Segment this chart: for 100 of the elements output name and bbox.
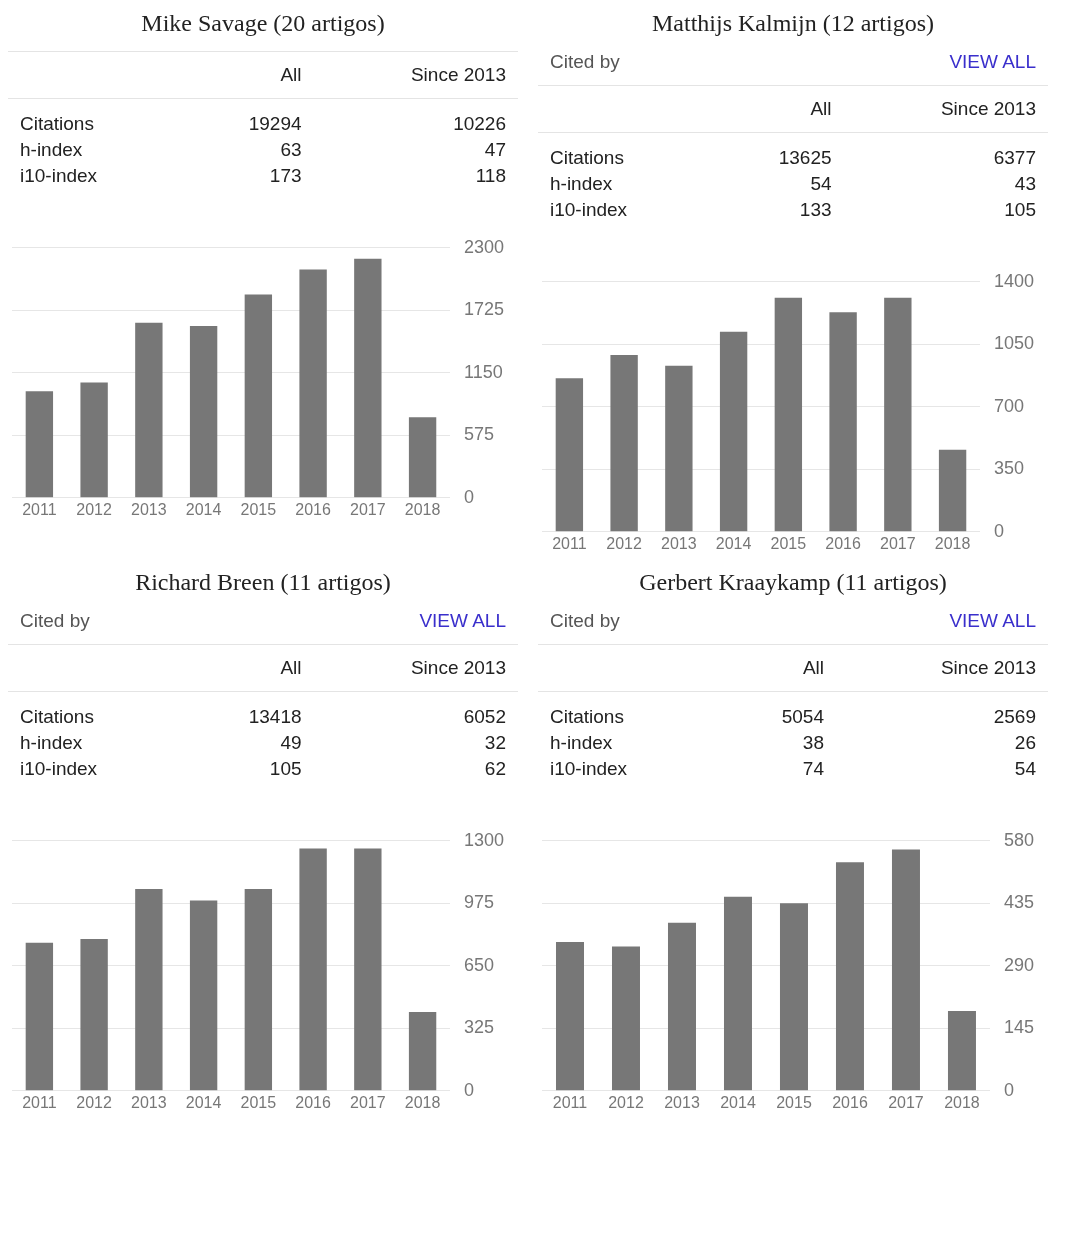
y-tick-label: 1400 bbox=[993, 270, 1034, 291]
text: Cited by bbox=[550, 51, 620, 73]
x-tick-label: 2015 bbox=[240, 1093, 277, 1111]
text: VIEW ALL bbox=[949, 610, 1036, 632]
text: Mike Savage (20 artigos) bbox=[140, 10, 386, 37]
text: 118 bbox=[474, 164, 507, 188]
text: 13418 bbox=[247, 705, 303, 729]
text: VIEW ALL bbox=[949, 51, 1036, 73]
text: i10-index bbox=[19, 164, 99, 188]
x-tick-label: 2016 bbox=[295, 500, 331, 518]
x-tick-label: 2013 bbox=[661, 534, 697, 552]
text: 2569 bbox=[992, 705, 1037, 729]
y-tick-label: 0 bbox=[1003, 1079, 1014, 1100]
text: All bbox=[279, 63, 303, 87]
x-tick-label: 2011 bbox=[552, 1093, 588, 1111]
text: 26 bbox=[1013, 731, 1037, 755]
y-tick-label: 145 bbox=[1003, 1017, 1035, 1038]
x-tick-label: 2016 bbox=[832, 1093, 868, 1111]
text: 5054 bbox=[780, 705, 825, 729]
text: All bbox=[279, 656, 303, 680]
text: h-index bbox=[19, 138, 84, 162]
text: i10-index bbox=[19, 757, 99, 781]
x-tick-label: 2017 bbox=[350, 1093, 386, 1111]
x-tick-label: 2012 bbox=[76, 500, 113, 518]
text: 133 bbox=[798, 198, 833, 222]
x-tick-label: 2011 bbox=[22, 500, 57, 518]
text: 74 bbox=[801, 757, 825, 781]
y-tick-label: 975 bbox=[463, 892, 494, 913]
x-tick-label: 2013 bbox=[131, 1093, 167, 1111]
text: Since 2013 bbox=[409, 63, 507, 87]
text: 19294 bbox=[247, 112, 303, 136]
text: 173 bbox=[268, 164, 303, 188]
x-tick-label: 2017 bbox=[888, 1093, 924, 1111]
text: Matthijs Kalmijn (12 artigos) bbox=[651, 10, 935, 37]
text: Since 2013 bbox=[939, 656, 1037, 680]
x-tick-label: 2014 bbox=[185, 1093, 222, 1111]
x-tick-label: 2014 bbox=[185, 500, 222, 518]
text: Gerbert Kraaykamp (11 artigos) bbox=[638, 569, 948, 596]
y-tick-label: 2300 bbox=[463, 236, 504, 257]
x-tick-label: 2017 bbox=[350, 500, 386, 518]
text: 47 bbox=[483, 138, 507, 162]
y-tick-label: 650 bbox=[463, 954, 494, 975]
x-tick-label: 2018 bbox=[944, 1093, 980, 1111]
text: Richard Breen (11 artigos) bbox=[134, 569, 392, 596]
text: Citations bbox=[549, 705, 625, 729]
text: 105 bbox=[268, 757, 303, 781]
x-tick-label: 2013 bbox=[131, 500, 167, 518]
x-tick-label: 2011 bbox=[552, 534, 587, 552]
text: Since 2013 bbox=[939, 97, 1037, 121]
y-tick-label: 700 bbox=[993, 395, 1024, 416]
y-tick-label: 0 bbox=[463, 1079, 474, 1100]
text: Cited by bbox=[550, 610, 620, 632]
text: i10-index bbox=[549, 198, 629, 222]
x-tick-label: 2012 bbox=[608, 1093, 644, 1111]
text: h-index bbox=[549, 731, 614, 755]
text: h-index bbox=[549, 172, 614, 196]
x-tick-label: 2016 bbox=[295, 1093, 331, 1111]
y-tick-label: 325 bbox=[463, 1017, 494, 1038]
x-tick-label: 2014 bbox=[720, 1093, 756, 1111]
text: 13625 bbox=[777, 146, 833, 170]
text: 63 bbox=[279, 138, 303, 162]
text: 32 bbox=[483, 731, 507, 755]
x-tick-label: 2018 bbox=[934, 534, 971, 552]
y-tick-label: 1300 bbox=[463, 829, 504, 850]
text: 38 bbox=[801, 731, 825, 755]
text: 6377 bbox=[992, 146, 1037, 170]
text: 49 bbox=[279, 731, 303, 755]
text: 54 bbox=[809, 172, 833, 196]
x-tick-label: 2014 bbox=[715, 534, 752, 552]
text: 54 bbox=[1013, 757, 1037, 781]
y-tick-label: 0 bbox=[993, 520, 1004, 541]
x-tick-label: 2016 bbox=[825, 534, 861, 552]
text: Cited by bbox=[20, 610, 90, 632]
text: 43 bbox=[1013, 172, 1037, 196]
text: Citations bbox=[549, 146, 625, 170]
text: All bbox=[809, 97, 833, 121]
x-tick-label: 2015 bbox=[770, 534, 807, 552]
text: Citations bbox=[19, 705, 95, 729]
y-tick-label: 1050 bbox=[993, 333, 1034, 354]
y-tick-label: 350 bbox=[993, 458, 1024, 479]
text: 10226 bbox=[452, 112, 507, 136]
text: 62 bbox=[483, 757, 507, 781]
text: 105 bbox=[1003, 198, 1037, 222]
y-tick-label: 290 bbox=[1003, 954, 1035, 975]
x-tick-label: 2012 bbox=[76, 1093, 113, 1111]
text: VIEW ALL bbox=[419, 610, 506, 632]
text: h-index bbox=[19, 731, 84, 755]
text: i10-index bbox=[549, 757, 629, 781]
text: Since 2013 bbox=[409, 656, 507, 680]
y-tick-label: 0 bbox=[463, 486, 474, 507]
text: All bbox=[801, 656, 825, 680]
text: Citations bbox=[19, 112, 95, 136]
y-tick-label: 580 bbox=[1003, 829, 1035, 850]
y-tick-label: 1150 bbox=[463, 361, 503, 382]
x-tick-label: 2012 bbox=[606, 534, 643, 552]
text: 6052 bbox=[462, 705, 507, 729]
y-tick-label: 575 bbox=[463, 424, 494, 445]
y-tick-label: 1725 bbox=[463, 299, 504, 320]
x-tick-label: 2018 bbox=[404, 1093, 441, 1111]
x-tick-label: 2013 bbox=[664, 1093, 700, 1111]
